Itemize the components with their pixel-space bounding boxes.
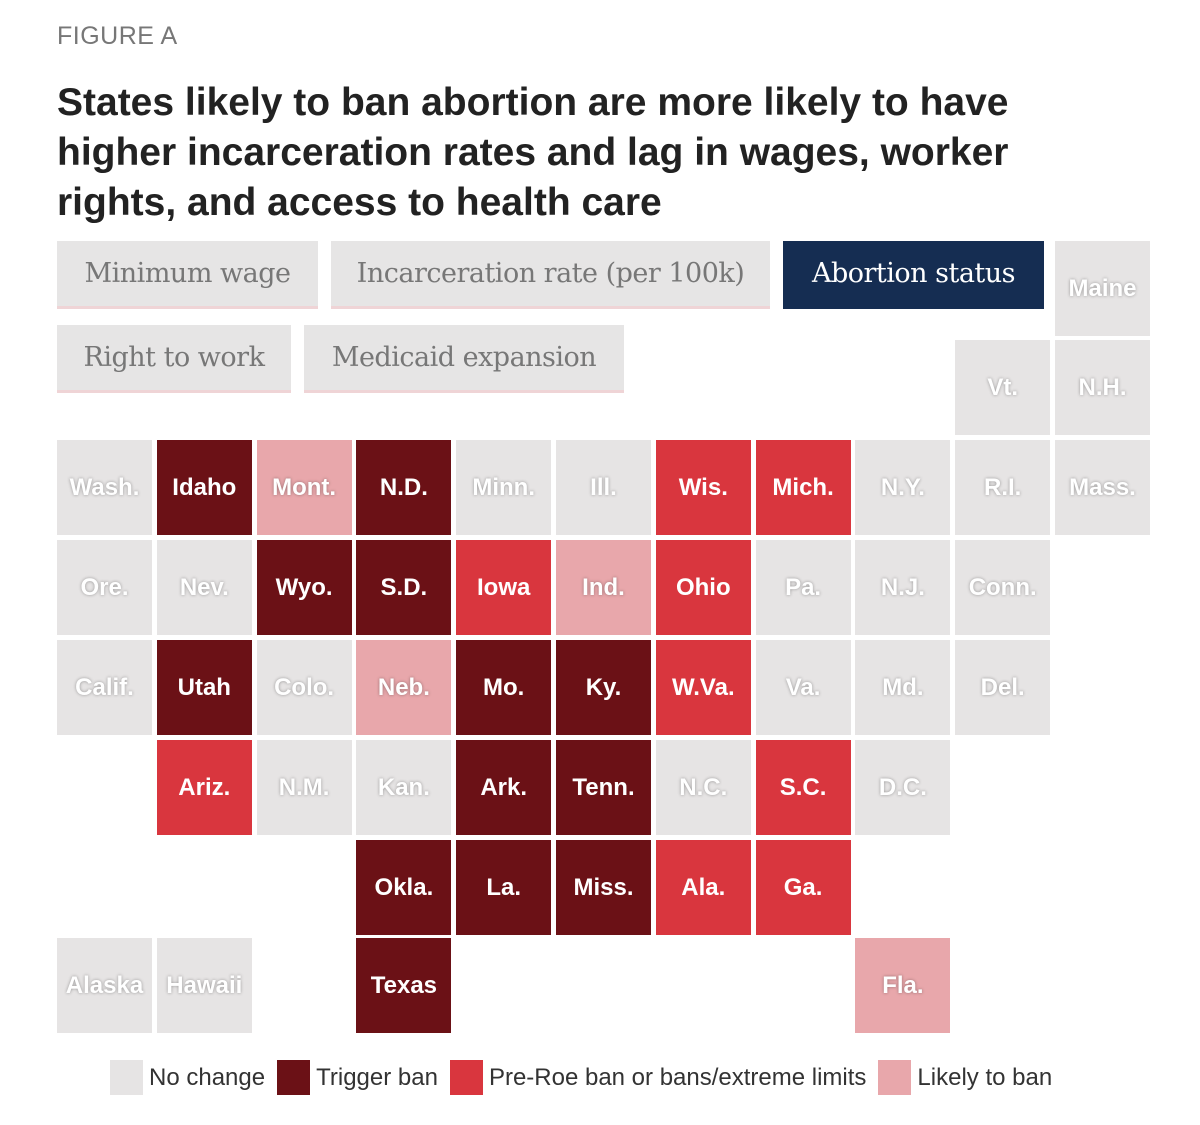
state-tile: Okla.	[356, 840, 452, 935]
state-tile: Ohio	[655, 540, 751, 635]
legend-swatch	[449, 1060, 483, 1095]
state-tile: La.	[456, 840, 552, 935]
state-tile: Colo.	[256, 640, 352, 735]
state-tile: Mass.	[1055, 440, 1150, 535]
state-tile: Mont.	[256, 440, 352, 535]
state-tile: W.Va.	[655, 640, 751, 735]
state-tile: Fla.	[855, 938, 951, 1033]
legend-swatch	[277, 1060, 311, 1095]
state-tile: Wis.	[655, 440, 751, 535]
state-tile: N.J.	[855, 540, 951, 635]
chart-title: States likely to ban abortion are more l…	[57, 81, 1009, 224]
state-tile: Conn.	[955, 540, 1051, 635]
tab-medicaid-expansion[interactable]: Medicaid expansion	[304, 325, 624, 393]
state-tile: Del.	[955, 640, 1051, 735]
state-tile: Idaho	[156, 440, 252, 535]
state-tile: Minn.	[456, 440, 552, 535]
state-tile: Alaska	[57, 938, 152, 1033]
state-tile: Ariz.	[156, 740, 252, 835]
state-tile: Utah	[156, 640, 252, 735]
state-tile: N.C.	[655, 740, 751, 835]
legend-swatch	[110, 1060, 143, 1095]
state-tile: Va.	[755, 640, 851, 735]
state-tile: S.C.	[755, 740, 851, 835]
tab-abortion-status[interactable]: Abortion status	[783, 241, 1044, 309]
state-tile: Mo.	[456, 640, 552, 735]
state-tile: N.D.	[356, 440, 452, 535]
state-tile: Ark.	[456, 740, 552, 835]
state-tile: Ga.	[755, 840, 851, 935]
tab-right-to-work[interactable]: Right to work	[57, 325, 291, 393]
state-tile: S.D.	[356, 540, 452, 635]
state-tile: Texas	[356, 938, 452, 1033]
legend-item-pre-roe-ban: Pre-Roe ban or bans/extreme limits	[449, 1060, 867, 1095]
state-tile: Ind.	[556, 540, 651, 635]
state-tile: Ill.	[556, 440, 651, 535]
state-tile: N.Y.	[855, 440, 951, 535]
tab-incarceration-rate[interactable]: Incarceration rate (per 100k)	[331, 241, 770, 309]
state-tile: Ky.	[556, 640, 651, 735]
state-tile: Calif.	[57, 640, 152, 735]
tab-minimum-wage[interactable]: Minimum wage	[57, 241, 318, 309]
state-tile: D.C.	[855, 740, 951, 835]
legend-swatch	[878, 1060, 912, 1095]
state-tile: Vt.	[955, 340, 1051, 435]
state-tile: Tenn.	[556, 740, 651, 835]
state-tile: Kan.	[356, 740, 452, 835]
state-tile: N.M.	[256, 740, 352, 835]
state-tile: R.I.	[955, 440, 1051, 535]
legend: No change Trigger ban Pre-Roe ban or ban…	[110, 1060, 1064, 1095]
state-tile: Md.	[855, 640, 951, 735]
state-tile: Iowa	[456, 540, 552, 635]
state-tile: Hawaii	[156, 938, 252, 1033]
legend-label: Pre-Roe ban or bans/extreme limits	[488, 1063, 867, 1091]
state-tile: Neb.	[356, 640, 452, 735]
legend-label: Likely to ban	[917, 1063, 1053, 1091]
state-tile: Nev.	[156, 540, 252, 635]
state-tile: Wash.	[57, 440, 152, 535]
legend-item-likely-to-ban: Likely to ban	[878, 1060, 1052, 1095]
state-tile: Pa.	[755, 540, 851, 635]
figure-label: FIGURE A	[57, 22, 178, 50]
state-tile: Wyo.	[256, 540, 352, 635]
legend-item-no-change: No change	[110, 1060, 265, 1095]
state-tile: Miss.	[556, 840, 651, 935]
state-tile: Maine	[1055, 241, 1150, 336]
state-tile: Ala.	[655, 840, 751, 935]
legend-label: Trigger ban	[316, 1063, 438, 1091]
legend-item-trigger-ban: Trigger ban	[277, 1060, 438, 1095]
state-tile: Ore.	[57, 540, 152, 635]
legend-label: No change	[149, 1063, 266, 1091]
state-tile: N.H.	[1055, 340, 1150, 435]
state-tile: Mich.	[755, 440, 851, 535]
